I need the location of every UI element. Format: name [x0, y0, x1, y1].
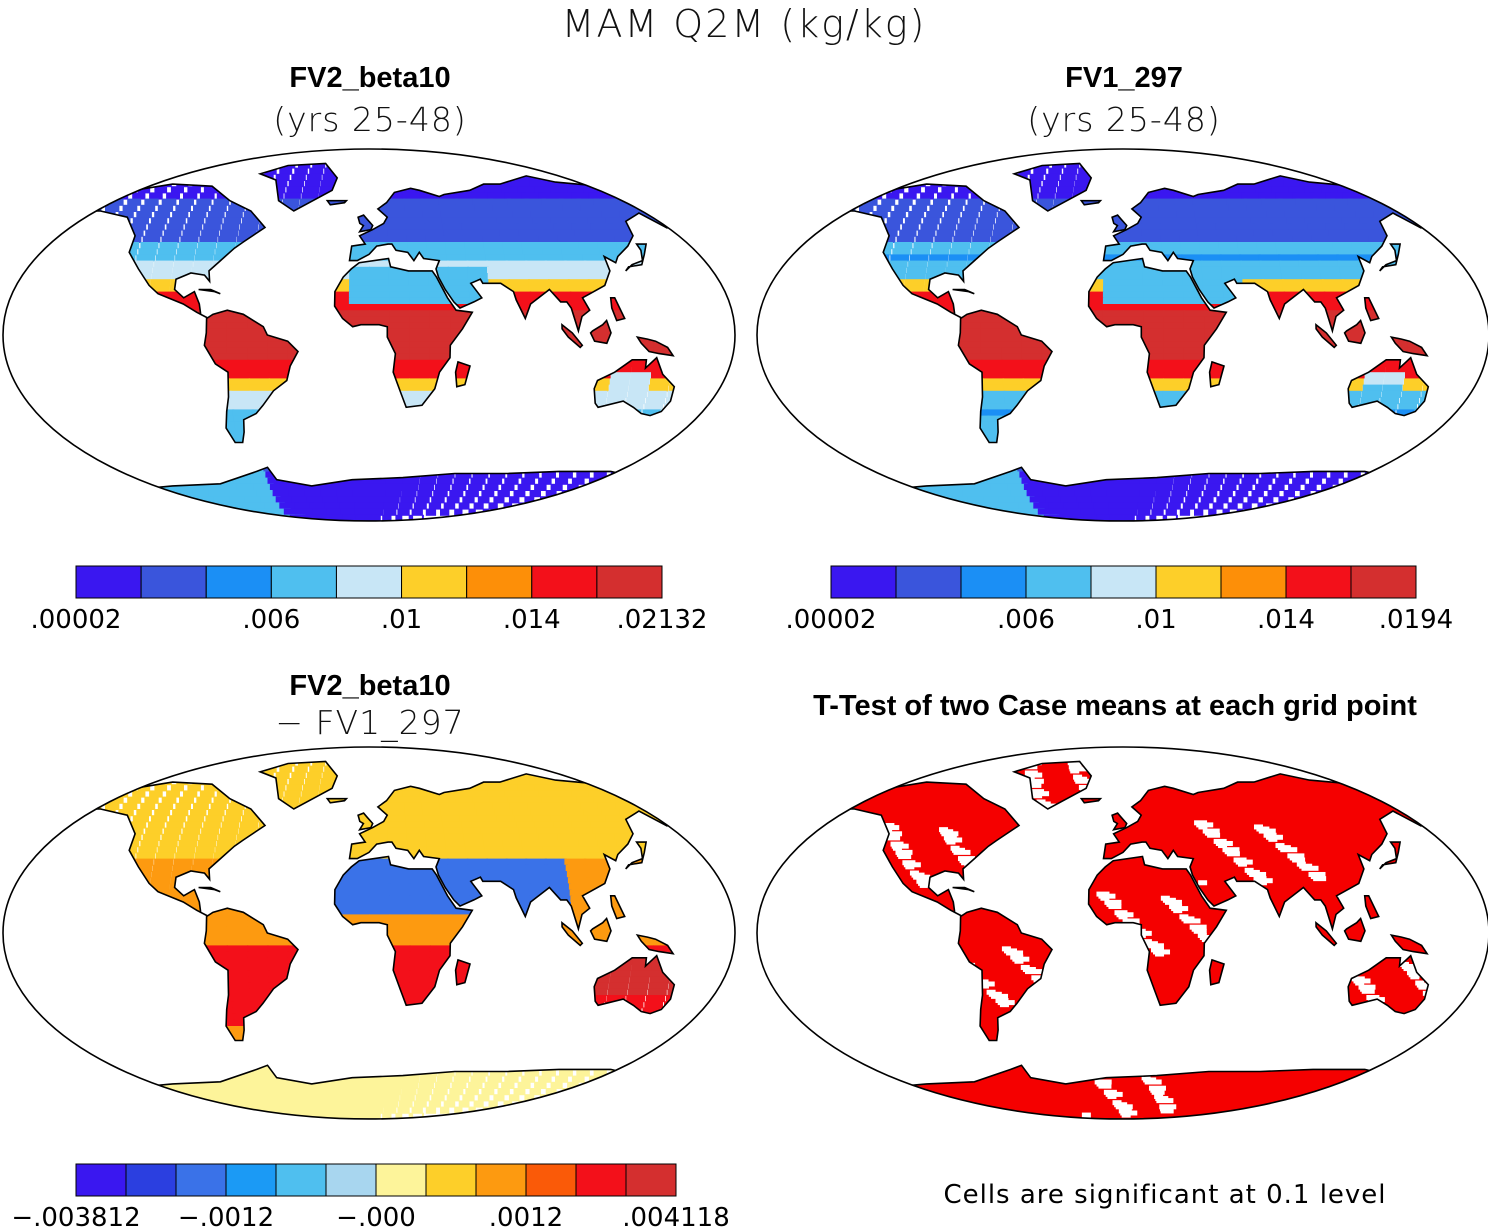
colorbar-swatch [336, 566, 401, 598]
colorbar-swatch [532, 566, 597, 598]
panel3-map [0, 745, 740, 1121]
panel3-colorbar: −.003812 −.0012 −.000 .0012 .004118 [0, 1158, 740, 1227]
colorbar-swatch [1286, 566, 1351, 598]
panel2-colorbar: .00002 .006 .01 .014 .0194 [748, 560, 1488, 640]
colorbar-swatch [276, 1164, 326, 1196]
panel4-title: T-Test of two Case means at each grid po… [760, 690, 1470, 723]
colorbar-swatch [206, 566, 271, 598]
colorbar-swatch [141, 566, 206, 598]
colorbar-tick-label: .0194 [1379, 605, 1453, 635]
colorbar-swatch [402, 566, 467, 598]
continent-sa [937, 908, 1068, 1040]
colorbar-swatch [476, 1164, 526, 1196]
colorbar-tick-label: −.003812 [11, 1203, 140, 1227]
panel1-subtitle: (yrs 25-48) [120, 100, 620, 139]
colorbar-swatch [176, 1164, 226, 1196]
colorbar-swatch [526, 1164, 576, 1196]
panel1-map [0, 147, 740, 523]
panel2-map [748, 147, 1488, 523]
panel3-title: FV2_beta10 [120, 670, 620, 703]
colorbar-swatch [1026, 566, 1091, 598]
colorbar-tick-label: .00002 [786, 605, 877, 635]
colorbar-swatch [896, 566, 961, 598]
colorbar-tick-label: .006 [242, 605, 300, 635]
colorbar-swatch [271, 566, 336, 598]
colorbar-swatch [426, 1164, 476, 1196]
colorbar-tick-label: −.0012 [178, 1203, 274, 1227]
figure-title: MAM Q2M (kg/kg) [0, 2, 1488, 46]
colorbar-tick-label: .0012 [489, 1203, 563, 1227]
colorbar-swatch [76, 1164, 126, 1196]
continent-gl [990, 752, 1109, 817]
panel3-subtitle: − FV1_297 [120, 703, 620, 742]
colorbar-swatch [226, 1164, 276, 1196]
colorbar-tick-label: .004118 [622, 1203, 730, 1227]
colorbar-tick-label: .014 [503, 605, 561, 635]
panel4-map [748, 745, 1488, 1121]
colorbar-swatch [961, 566, 1026, 598]
panel1-colorbar: .00002 .006 .01 .014 .02132 [0, 560, 740, 640]
colorbar-tick-label: .01 [1135, 605, 1176, 635]
panel4-footnote: Cells are significant at 0.1 level [900, 1180, 1430, 1210]
colorbar-tick-label: .014 [1257, 605, 1315, 635]
colorbar-tick-label: .01 [381, 605, 422, 635]
colorbar-swatch [467, 566, 532, 598]
colorbar-swatch [1221, 566, 1286, 598]
colorbar-tick-label: .00002 [31, 605, 122, 635]
colorbar-swatch [1156, 566, 1221, 598]
panel2-subtitle: (yrs 25-48) [874, 100, 1374, 139]
colorbar-swatch [76, 566, 141, 598]
colorbar-swatch [376, 1164, 426, 1196]
continent-au [1324, 956, 1452, 1023]
continent-bo [1293, 901, 1424, 966]
panel2-title: FV1_297 [874, 62, 1374, 95]
colorbar-swatch [1351, 566, 1416, 598]
colorbar-swatch [576, 1164, 626, 1196]
colorbar-tick-label: .02132 [617, 605, 708, 635]
colorbar-swatch [626, 1164, 676, 1196]
colorbar-swatch [597, 566, 662, 598]
colorbar-swatch [326, 1164, 376, 1196]
colorbar-swatch [1091, 566, 1156, 598]
colorbar-swatch [831, 566, 896, 598]
colorbar-tick-label: −.000 [336, 1203, 416, 1227]
colorbar-swatch [126, 1164, 176, 1196]
panel1-title: FV2_beta10 [120, 62, 620, 95]
colorbar-tick-label: .006 [997, 605, 1055, 635]
